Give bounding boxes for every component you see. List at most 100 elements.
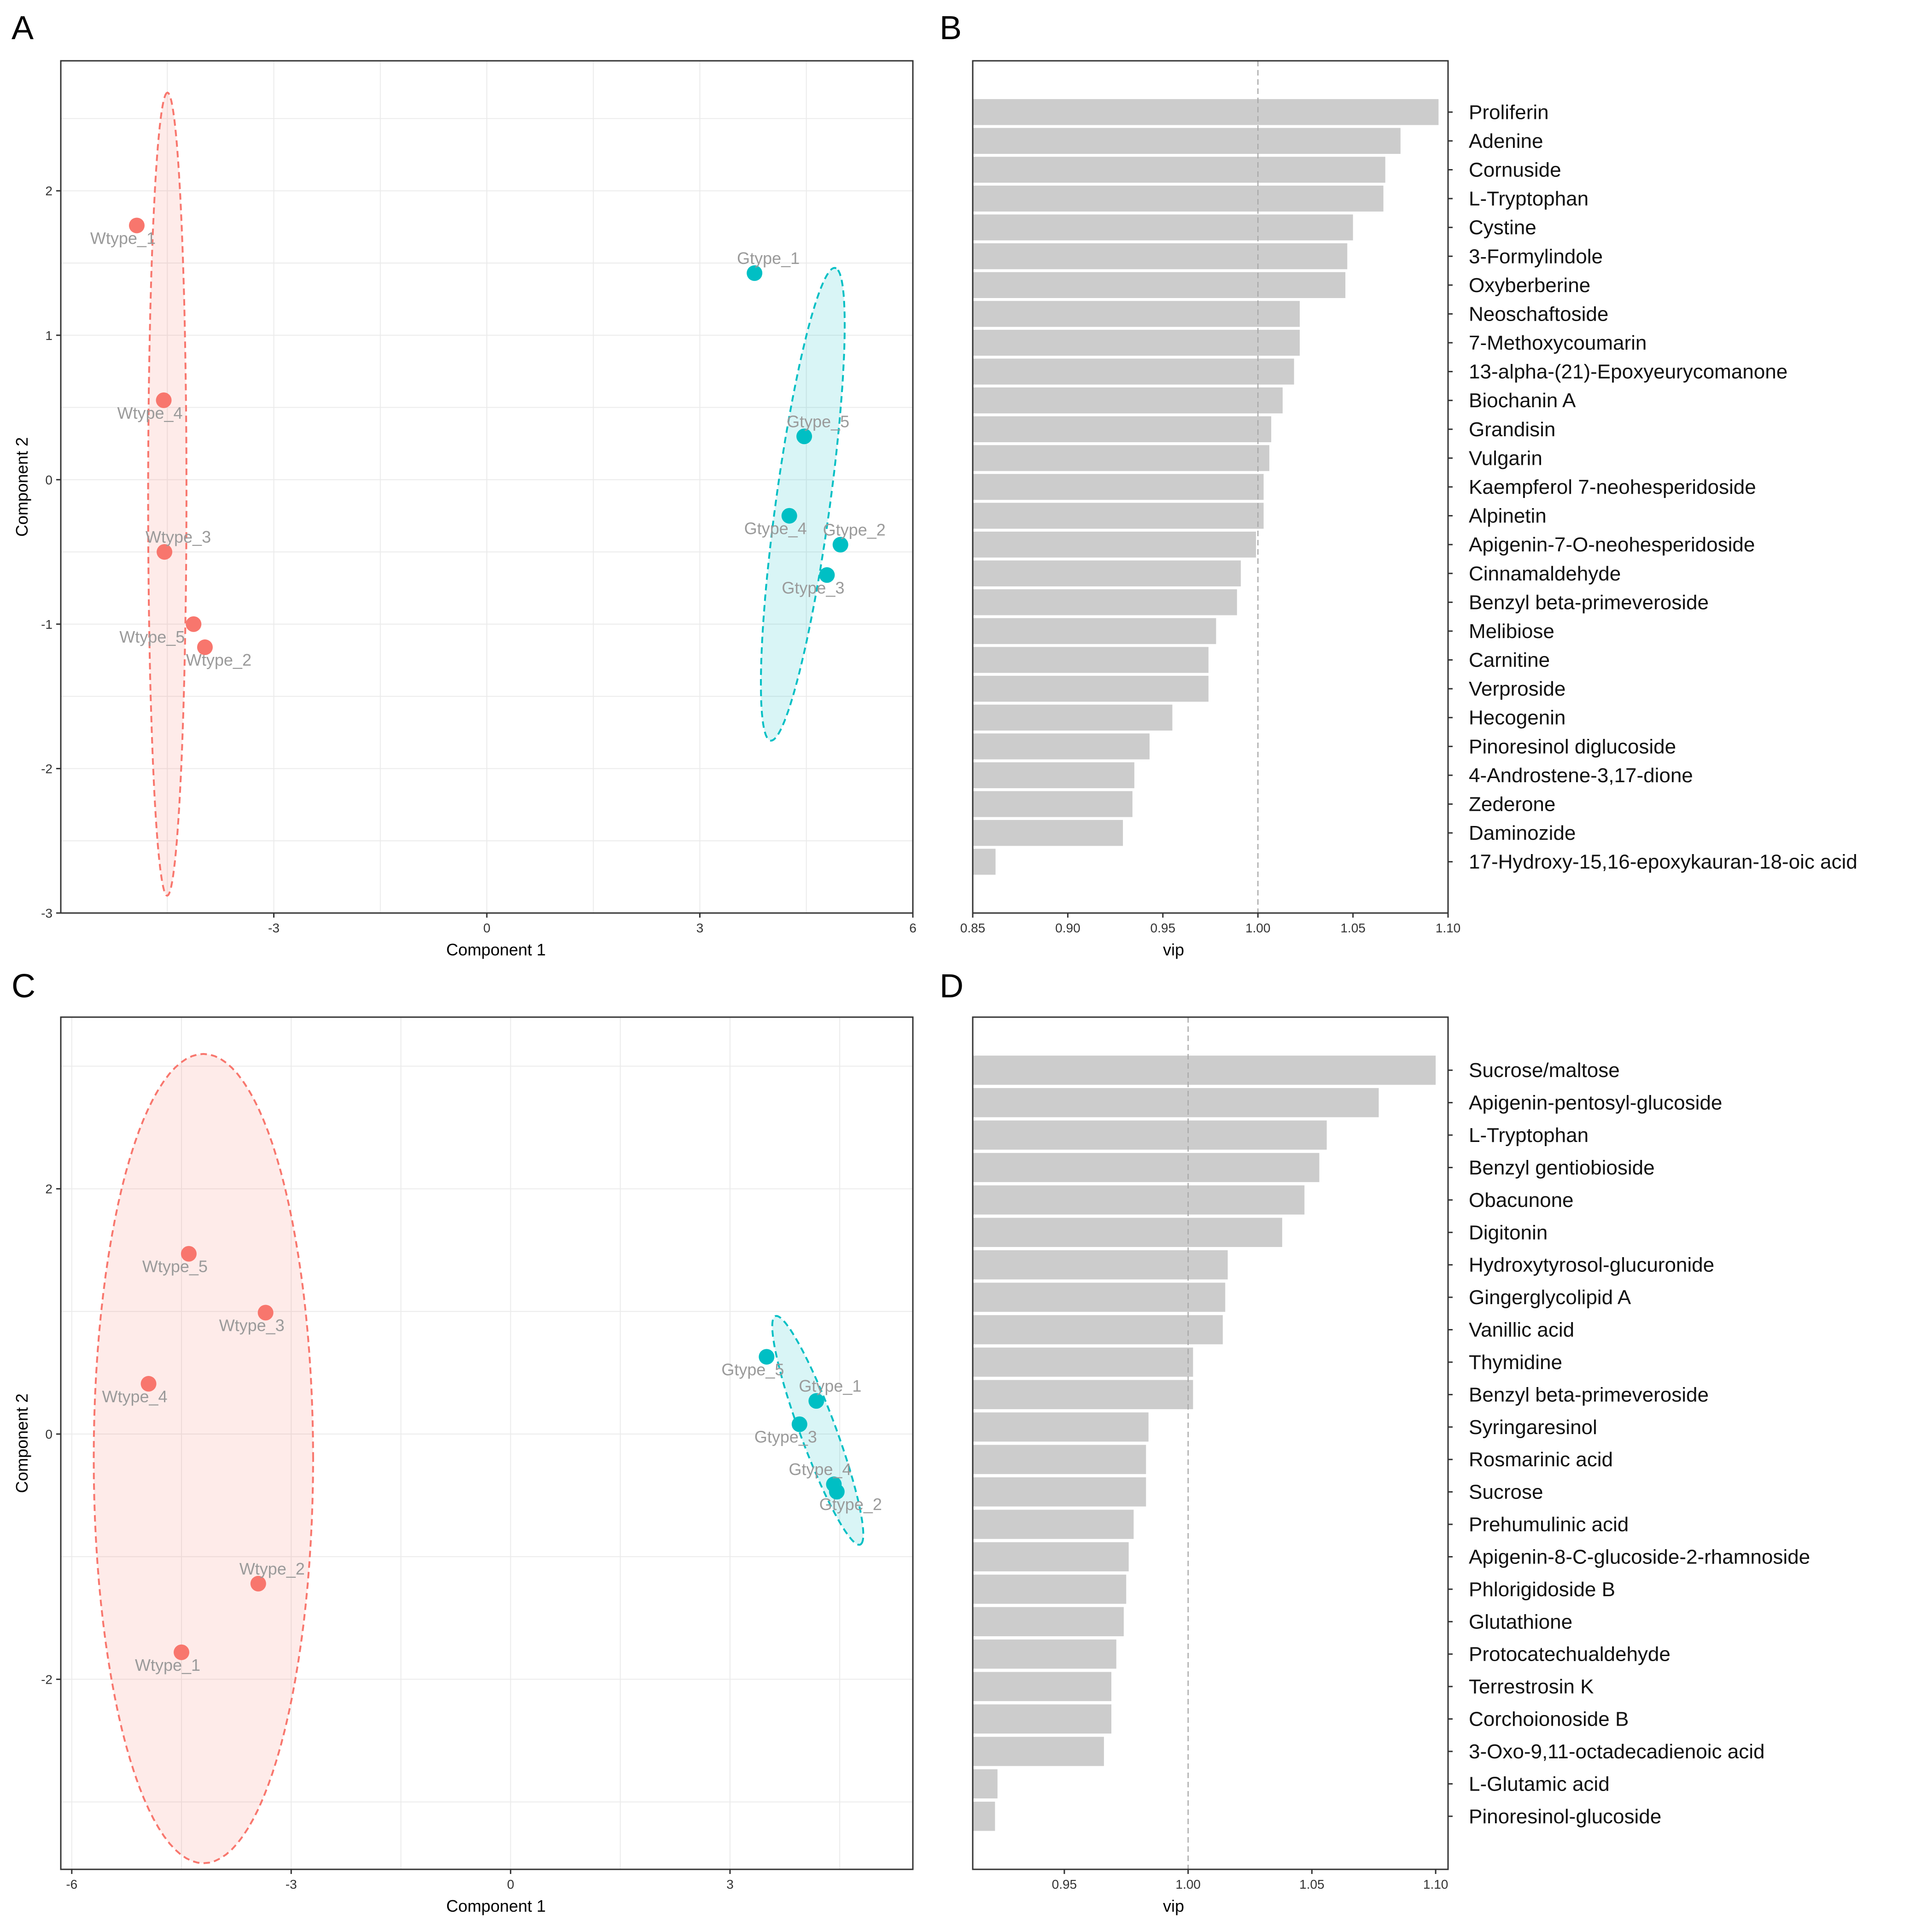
x-tick-label: 1.05 — [1340, 921, 1366, 935]
data-point — [791, 1416, 807, 1432]
category-label: Proliferin — [1469, 101, 1549, 123]
y-axis-title: Component 2 — [12, 437, 31, 537]
category-label: Digitonin — [1469, 1221, 1548, 1244]
category-label: Biochanin A — [1469, 389, 1576, 412]
data-point — [156, 392, 172, 408]
vip-bar — [973, 503, 1264, 529]
x-tick-label: 0.95 — [1052, 1877, 1077, 1891]
x-tick-label: 0.95 — [1151, 921, 1176, 935]
panel-letter-d: D — [940, 968, 964, 1005]
vip-bar — [973, 157, 1385, 183]
data-point — [829, 1484, 845, 1500]
category-label: Grandisin — [1469, 418, 1555, 441]
category-label: Apigenin-pentosyl-glucoside — [1469, 1092, 1722, 1114]
category-label: Oxyberberine — [1469, 274, 1590, 297]
vip-bar — [973, 1120, 1327, 1150]
data-point — [157, 544, 173, 560]
x-axis-title: vip — [1163, 940, 1184, 959]
category-label: Verproside — [1469, 678, 1565, 700]
vip-bar — [973, 1380, 1193, 1410]
vip-bar — [973, 474, 1264, 500]
data-point — [808, 1393, 824, 1409]
point-label: Wtype_4 — [102, 1387, 168, 1406]
vip-bar — [973, 1737, 1104, 1766]
category-label: Alpinetin — [1469, 505, 1547, 527]
x-tick-label: 1.05 — [1299, 1877, 1325, 1891]
vip-bar — [973, 1282, 1226, 1312]
data-point — [174, 1644, 190, 1660]
panel-letter-b: B — [940, 10, 962, 47]
category-label: Daminozide — [1469, 822, 1576, 844]
y-tick-label: 2 — [45, 184, 53, 198]
vip-bar — [973, 1445, 1146, 1474]
point-label: Wtype_1 — [90, 228, 156, 247]
data-point — [186, 616, 202, 632]
x-tick-label: 1.10 — [1423, 1877, 1449, 1891]
category-label: Glutathione — [1469, 1610, 1572, 1633]
x-axis-title: Component 1 — [446, 1897, 546, 1915]
panel-letter-c: C — [12, 968, 35, 1005]
data-point — [257, 1305, 274, 1321]
point-label: Gtype_1 — [737, 249, 800, 268]
vip-bar — [973, 301, 1300, 327]
point-label: Gtype_2 — [819, 1495, 882, 1514]
category-label: Gingerglycolipid A — [1469, 1286, 1631, 1309]
x-tick-label: -3 — [268, 921, 280, 935]
vip-bar — [973, 560, 1241, 586]
vip-bar — [973, 243, 1348, 269]
data-point — [129, 217, 145, 234]
point-label: Gtype_3 — [754, 1428, 817, 1446]
category-label: Melibiose — [1469, 620, 1554, 643]
point-label: Gtype_5 — [721, 1360, 784, 1379]
point-label: Wtype_2 — [186, 650, 251, 669]
vip-bar — [973, 1575, 1127, 1604]
vip-bar — [973, 1055, 1436, 1085]
category-label: Protocatechualdehyde — [1469, 1643, 1671, 1666]
data-point — [796, 428, 812, 445]
category-label: Syringaresinol — [1469, 1416, 1597, 1439]
category-label: Phlorigidoside B — [1469, 1578, 1615, 1601]
data-point — [781, 508, 797, 524]
category-label: Hecogenin — [1469, 707, 1565, 729]
panel-d-vip-bars: Sucrose/maltose Apigenin-pentosyl-glucosi… — [972, 1016, 1810, 1915]
vip-bar — [973, 1477, 1146, 1507]
vip-bar — [973, 1510, 1134, 1539]
data-point — [140, 1376, 157, 1392]
x-tick-label: 0.90 — [1055, 921, 1081, 935]
y-tick-label: -1 — [41, 617, 53, 632]
vip-bar — [973, 1542, 1129, 1572]
category-label: Sucrose — [1469, 1481, 1543, 1504]
plot-border — [972, 60, 1449, 914]
category-label: Benzyl beta-primeveroside — [1469, 591, 1709, 614]
point-label: Wtype_1 — [135, 1656, 200, 1674]
category-label: Apigenin-8-C-glucoside-2-rhamnoside — [1469, 1546, 1810, 1568]
confidence-ellipse-wtype — [93, 1053, 314, 1864]
category-label: Apigenin-7-O-neohesperidoside — [1469, 533, 1755, 556]
point-label: Gtype_1 — [799, 1376, 861, 1395]
y-tick-label: -3 — [41, 906, 53, 920]
plot-border — [972, 1016, 1449, 1870]
category-label: Benzyl beta-primeveroside — [1469, 1383, 1709, 1406]
plot-border — [60, 1016, 914, 1870]
category-label: 13-alpha-(21)-Epoxyeurycomanone — [1469, 361, 1787, 383]
category-label: Sucrose/maltose — [1469, 1059, 1620, 1082]
category-label: Pinoresinol-glucoside — [1469, 1805, 1661, 1828]
x-axis-title: vip — [1163, 1897, 1184, 1915]
vip-bar — [973, 99, 1439, 125]
category-label: Thymidine — [1469, 1351, 1562, 1374]
vip-bar — [973, 1218, 1282, 1247]
vip-bar — [973, 589, 1237, 615]
category-label: Neoschaftoside — [1469, 303, 1608, 325]
x-tick-label: 3 — [696, 921, 704, 935]
vip-bar — [973, 1769, 998, 1799]
category-label: Corchoionoside B — [1469, 1708, 1629, 1731]
vip-bar — [973, 532, 1256, 558]
vip-bar — [973, 1802, 995, 1831]
point-label: Gtype_2 — [823, 520, 886, 539]
category-label: Pinoresinol diglucoside — [1469, 735, 1676, 758]
category-label: 3-Formylindole — [1469, 245, 1603, 268]
category-label: L-Tryptophan — [1469, 1124, 1589, 1147]
category-label: Hydroxytyrosol-glucuronide — [1469, 1254, 1714, 1276]
point-label: Wtype_4 — [117, 404, 183, 422]
category-label: L-Tryptophan — [1469, 187, 1589, 210]
